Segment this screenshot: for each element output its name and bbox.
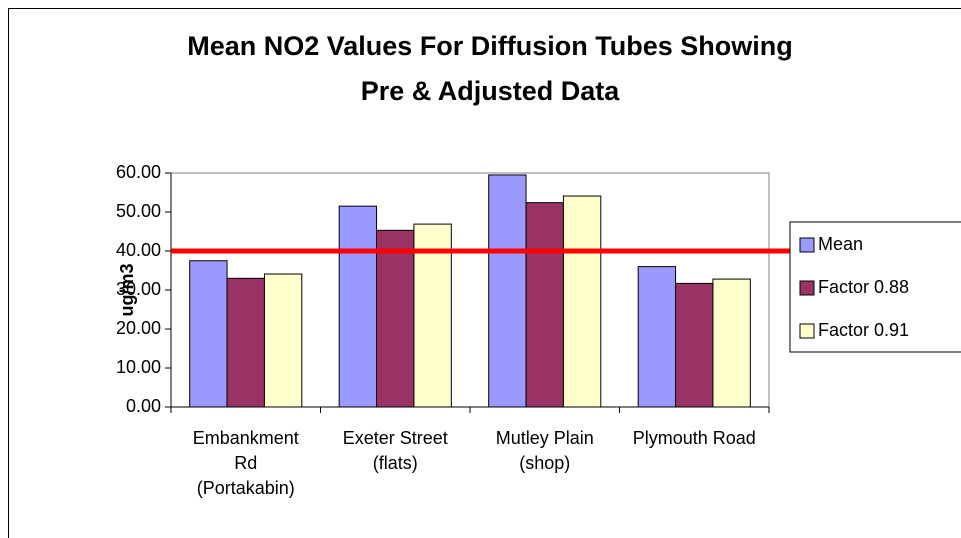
bar bbox=[525, 202, 564, 408]
chart-title: Mean NO2 Values For Diffusion Tubes Show… bbox=[187, 31, 793, 106]
bar bbox=[338, 205, 378, 408]
legend-label: Factor 0.88 bbox=[818, 277, 909, 297]
x-tick-label: Plymouth Road bbox=[633, 428, 756, 448]
bar bbox=[226, 277, 265, 408]
legend-swatch bbox=[799, 280, 815, 296]
y-tick-label: 30.00 bbox=[116, 279, 161, 299]
y-tick-label: 60.00 bbox=[116, 162, 161, 182]
legend-swatch bbox=[799, 323, 815, 339]
x-tick-label: Exeter Street (flats) bbox=[343, 428, 448, 473]
y-tick-label: 20.00 bbox=[116, 318, 161, 338]
y-tick-label: 40.00 bbox=[116, 240, 161, 260]
bar bbox=[189, 260, 228, 408]
bar bbox=[562, 195, 602, 408]
y-tick-label: 0.00 bbox=[126, 396, 161, 416]
x-tick-label: Mutley Plain (shop) bbox=[496, 428, 594, 473]
bar bbox=[376, 229, 415, 408]
y-tick-label: 50.00 bbox=[116, 201, 161, 221]
bar bbox=[637, 266, 677, 408]
bar bbox=[413, 223, 452, 408]
legend-box bbox=[789, 221, 961, 353]
y-tick-label: 10.00 bbox=[116, 357, 161, 377]
x-tick-label: Embankment Rd (Portakabin) bbox=[193, 428, 299, 498]
bar bbox=[263, 273, 303, 408]
legend-label: Factor 0.91 bbox=[818, 320, 909, 340]
bar bbox=[712, 278, 751, 408]
legend-label: Mean bbox=[818, 234, 863, 254]
legend-swatch bbox=[799, 237, 815, 253]
bar bbox=[675, 282, 714, 408]
y-axis-label: ug/m3 bbox=[117, 263, 137, 316]
bar bbox=[488, 174, 527, 408]
